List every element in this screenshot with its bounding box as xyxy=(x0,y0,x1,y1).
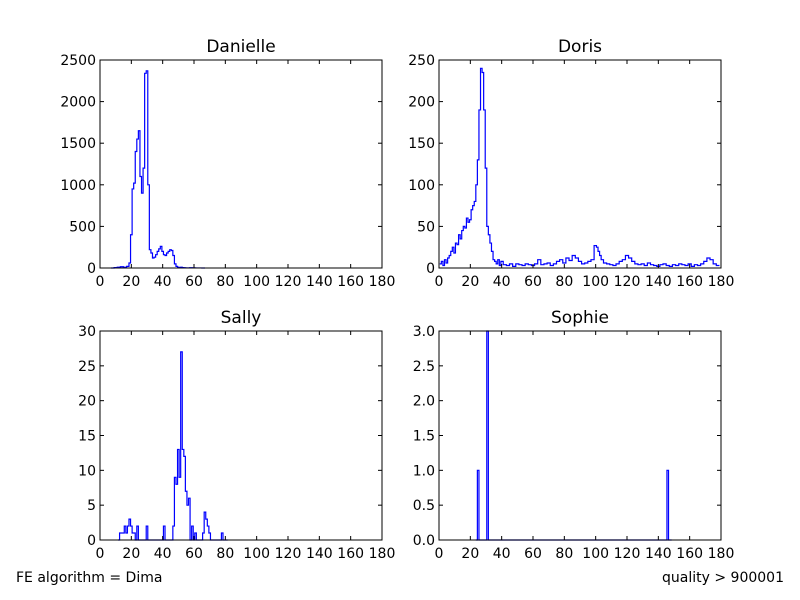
x-tick-label: 120 xyxy=(614,546,641,562)
x-tick-label: 60 xyxy=(524,274,542,290)
x-tick-label: 0 xyxy=(435,274,444,290)
x-tick-label: 0 xyxy=(435,546,444,562)
x-tick-label: 40 xyxy=(493,274,511,290)
y-tick-label: 500 xyxy=(69,219,96,235)
x-tick-label: 40 xyxy=(154,546,172,562)
y-tick-label: 0.5 xyxy=(413,498,435,514)
axes-frame xyxy=(438,59,722,269)
x-tick-label: 20 xyxy=(461,546,479,562)
y-tick-label: 250 xyxy=(408,53,435,69)
chart-title: Doris xyxy=(558,37,602,57)
x-tick-label: 120 xyxy=(275,274,302,290)
y-tick-label: 1.5 xyxy=(413,429,435,445)
series-line-0 xyxy=(475,330,672,541)
y-tick-label: 150 xyxy=(408,136,435,152)
y-tick-label: 2000 xyxy=(60,95,96,111)
axes-frame xyxy=(99,330,383,541)
x-tick-label: 160 xyxy=(676,546,703,562)
x-tick-label: 180 xyxy=(369,274,396,290)
x-tick-label: 0 xyxy=(96,546,105,562)
y-tick-label: 1500 xyxy=(60,136,96,152)
x-tick-label: 180 xyxy=(708,274,735,290)
x-tick-label: 20 xyxy=(461,274,479,290)
x-tick-label: 20 xyxy=(122,274,140,290)
y-tick-label: 5 xyxy=(87,498,96,514)
chart-panel-0: Danielle 0 20 40 60 80 100 120 140 160 180 0 500 1000… xyxy=(60,37,395,290)
x-tick-label: 140 xyxy=(306,274,333,290)
y-tick-label: 20 xyxy=(78,394,96,410)
y-tick-label: 100 xyxy=(408,178,435,194)
y-tick-label: 0 xyxy=(87,533,96,549)
x-tick-label: 100 xyxy=(582,546,609,562)
axes-frame xyxy=(438,330,722,541)
x-tick-label: 160 xyxy=(337,546,364,562)
x-tick-label: 160 xyxy=(337,274,364,290)
x-tick-label: 100 xyxy=(243,274,270,290)
x-tick-label: 160 xyxy=(676,274,703,290)
x-tick-label: 140 xyxy=(645,546,672,562)
x-tick-label: 120 xyxy=(275,546,302,562)
chart-title: Sally xyxy=(221,308,262,328)
x-tick-label: 140 xyxy=(306,546,333,562)
y-tick-label: 3.0 xyxy=(413,324,435,340)
y-tick-label: 0 xyxy=(426,261,435,277)
x-tick-label: 80 xyxy=(555,546,573,562)
x-tick-label: 0 xyxy=(96,274,105,290)
series-line-0 xyxy=(118,351,228,541)
y-tick-label: 2.0 xyxy=(413,394,435,410)
y-tick-label: 2500 xyxy=(60,53,96,69)
footer-quality-label: quality > 900001 xyxy=(662,570,784,586)
chart-panel-1: Doris 0 20 40 60 80 100 120 140 160 180 0 50 100 150 20… xyxy=(408,37,734,290)
x-tick-label: 180 xyxy=(369,546,396,562)
x-tick-label: 80 xyxy=(555,274,573,290)
x-tick-label: 100 xyxy=(582,274,609,290)
series-line-0 xyxy=(110,70,205,269)
y-tick-label: 0 xyxy=(87,261,96,277)
x-tick-label: 100 xyxy=(243,546,270,562)
x-tick-label: 180 xyxy=(708,546,735,562)
y-tick-label: 200 xyxy=(408,95,435,111)
x-tick-label: 80 xyxy=(216,274,234,290)
y-tick-label: 0.0 xyxy=(413,533,435,549)
y-tick-label: 25 xyxy=(78,359,96,375)
chart-panel-3: Sophie 0 20 40 60 80 100 120 140 160 180 0.0 0.5 1.0 1… xyxy=(413,308,735,562)
x-tick-label: 60 xyxy=(185,546,203,562)
x-tick-label: 140 xyxy=(645,274,672,290)
series-line-0 xyxy=(439,67,720,267)
x-tick-label: 20 xyxy=(122,546,140,562)
y-tick-label: 30 xyxy=(78,324,96,340)
chart-title: Danielle xyxy=(206,37,275,57)
x-tick-label: 40 xyxy=(154,274,172,290)
chart-panel-2: Sally 0 20 40 60 80 100 120 140 160 180 0 5 10 15 20 25 3… xyxy=(78,308,395,562)
x-tick-label: 80 xyxy=(216,546,234,562)
axes-frame xyxy=(99,59,383,269)
x-tick-label: 40 xyxy=(493,546,511,562)
y-tick-label: 15 xyxy=(78,429,96,445)
x-tick-label: 60 xyxy=(185,274,203,290)
chart-title: Sophie xyxy=(551,308,609,328)
y-tick-label: 1000 xyxy=(60,178,96,194)
y-tick-label: 50 xyxy=(417,219,435,235)
y-tick-label: 10 xyxy=(78,463,96,479)
x-tick-label: 120 xyxy=(614,274,641,290)
y-tick-label: 1.0 xyxy=(413,463,435,479)
y-tick-label: 2.5 xyxy=(413,359,435,375)
footer-algorithm-label: FE algorithm = Dima xyxy=(16,570,163,586)
x-tick-label: 60 xyxy=(524,546,542,562)
